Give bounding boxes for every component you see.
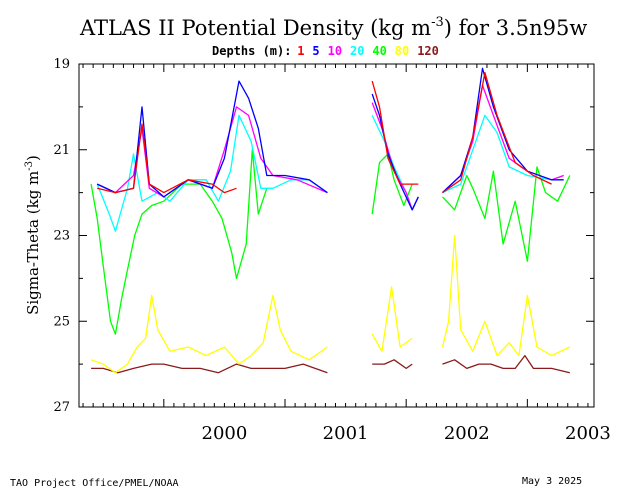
series-5m: [96, 67, 564, 211]
series-line-20m: [442, 114, 564, 194]
series-line-120m: [442, 354, 570, 374]
series-line-5m: [96, 80, 328, 198]
legend-prefix: Depths (m):: [212, 44, 291, 58]
legend-entry-120: 120: [417, 44, 439, 58]
series-line-120m: [372, 359, 413, 370]
plot-area: [90, 67, 571, 374]
series-line-80m: [90, 294, 328, 374]
footer-date: May 3 2025: [522, 476, 582, 487]
series-80m: [90, 234, 571, 374]
series-line-10m: [371, 102, 419, 211]
footer-credit: TAO Project Office/PMEL/NOAA: [10, 478, 179, 489]
series-line-1m: [371, 80, 419, 185]
y-tick-label: 23: [53, 229, 70, 244]
y-axis-label: Sigma-Theta (kg m-3): [24, 155, 42, 315]
x-axis: 2000 2001 2002 2003: [82, 64, 611, 444]
x-tick-label: 2002: [444, 423, 490, 444]
series-line-5m: [442, 67, 564, 194]
plot-frame: [78, 63, 595, 408]
legend-entry-40: 40: [372, 44, 386, 58]
x-tick-label: 2003: [565, 423, 611, 444]
legend-entry-10: 10: [328, 44, 342, 58]
legend-entry-80: 80: [395, 44, 409, 58]
chart-legend: Depths (m): 1 5 10 20 40 80 120: [212, 44, 439, 58]
y-axis: 19 21 23 25 27: [53, 57, 594, 415]
series-line-1m: [97, 123, 237, 194]
series-40m: [90, 149, 571, 335]
series-line-10m: [442, 84, 564, 194]
x-tick-label: 2000: [202, 423, 248, 444]
series-line-20m: [96, 114, 328, 232]
series-line-80m: [371, 286, 413, 352]
chart-title: ATLAS II Potential Density (kg m-3) for …: [79, 15, 587, 40]
legend-entry-5: 5: [312, 44, 319, 58]
series-line-40m: [90, 149, 268, 335]
series-line-40m: [371, 153, 413, 215]
series-120m: [91, 354, 570, 374]
series-1m: [97, 71, 552, 194]
x-tick-label: 2001: [323, 423, 369, 444]
series-line-120m: [91, 363, 328, 374]
series-line-1m: [442, 71, 552, 194]
y-tick-label: 27: [53, 400, 70, 415]
series-line-5m: [371, 93, 419, 211]
series-line-40m: [442, 166, 571, 262]
series-line-80m: [441, 234, 571, 357]
y-tick-label: 21: [53, 143, 70, 158]
series-line-10m: [96, 106, 328, 198]
legend-entry-20: 20: [350, 44, 364, 58]
legend-entry-1: 1: [297, 44, 304, 58]
y-tick-label: 25: [53, 314, 70, 329]
y-tick-label: 19: [53, 57, 70, 72]
